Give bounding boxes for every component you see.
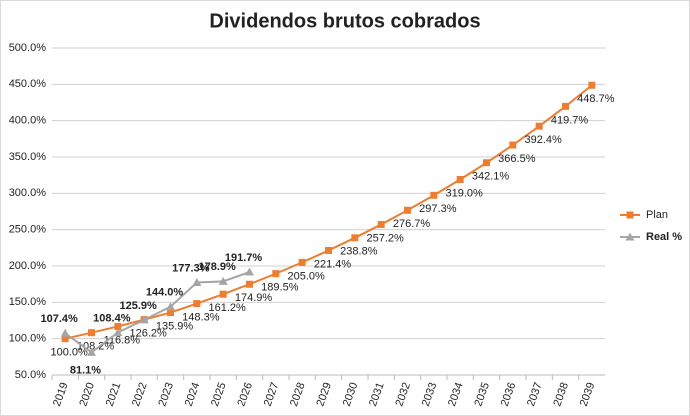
data-label: 342.1% [472, 171, 510, 183]
data-label: 108.4% [93, 312, 131, 324]
marker [218, 276, 228, 285]
data-label: 177.3% [172, 262, 210, 274]
legend-marker [626, 211, 634, 219]
data-label: 297.3% [419, 203, 457, 215]
data-label: 148.3% [182, 311, 220, 323]
marker [325, 246, 332, 254]
data-label: 81.1% [70, 364, 101, 376]
data-label: 174.9% [235, 292, 273, 304]
data-label: 126.2% [130, 328, 168, 340]
marker [193, 300, 201, 308]
legend-label: Real % [646, 231, 682, 243]
y-tick-label: 500.0% [9, 42, 47, 54]
data-label: 125.9% [120, 300, 158, 312]
data-label: 178.9% [199, 261, 237, 273]
marker [272, 270, 280, 278]
data-label: 191.7% [225, 252, 263, 264]
marker [114, 322, 122, 330]
series-line [64, 271, 250, 354]
marker [167, 309, 174, 317]
data-label: 419.7% [551, 114, 589, 126]
y-tick-label: 250.0% [9, 224, 47, 236]
chart-title: Dividendos brutos cobrados [209, 10, 480, 32]
data-label: 100.0% [51, 347, 89, 359]
data-label: 392.4% [525, 134, 563, 146]
marker [61, 335, 69, 343]
data-label: 107.4% [41, 313, 79, 325]
y-tick-label: 300.0% [9, 187, 47, 199]
marker [588, 81, 596, 89]
data-label: 144.0% [146, 287, 184, 299]
marker [456, 176, 464, 184]
marker [60, 328, 70, 337]
data-label: 448.7% [577, 93, 615, 105]
marker [509, 141, 517, 149]
marker [535, 122, 543, 130]
marker [166, 302, 175, 311]
data-label: 319.0% [446, 187, 484, 199]
marker [351, 234, 359, 242]
marker [298, 258, 306, 266]
data-label: 161.2% [209, 302, 247, 314]
legend-marker [625, 232, 635, 241]
legend-label: Plan [646, 209, 668, 221]
data-label: 221.4% [314, 258, 352, 270]
y-tick-label: 450.0% [9, 78, 47, 90]
y-tick-label: 200.0% [9, 260, 47, 272]
marker [246, 280, 253, 288]
y-tick-label: 350.0% [9, 151, 47, 163]
marker [377, 220, 385, 228]
y-tick-label: 100.0% [9, 333, 47, 345]
marker [245, 267, 254, 276]
data-label: 238.8% [340, 246, 378, 258]
data-label: 135.9% [156, 320, 194, 332]
marker [562, 102, 569, 110]
data-label: 189.5% [261, 282, 299, 294]
data-label: 366.5% [498, 153, 536, 165]
data-label: 276.7% [393, 218, 431, 230]
marker [139, 315, 149, 324]
marker [88, 329, 95, 337]
y-tick-label: 400.0% [9, 115, 47, 127]
marker [430, 191, 438, 199]
y-tick-label: 50.0% [15, 369, 46, 381]
marker [113, 328, 123, 337]
marker [404, 206, 411, 214]
marker [87, 347, 96, 356]
y-tick-label: 150.0% [9, 296, 47, 308]
marker [219, 290, 227, 298]
marker [192, 277, 202, 286]
data-label: 257.2% [367, 232, 405, 244]
data-label: 205.0% [288, 270, 326, 282]
marker [483, 159, 490, 167]
